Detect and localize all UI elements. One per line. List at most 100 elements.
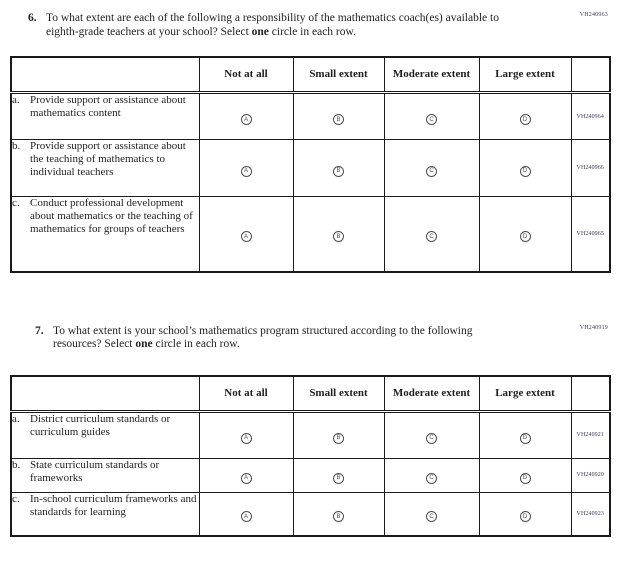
option-cell-moderate-extent: C [383,410,480,459]
row-accession-code: VH240921 [570,410,611,459]
option-cell-small-extent: B [292,491,385,537]
header-large-extent: Large extent [478,56,572,94]
option-cell-moderate-extent: C [383,139,480,197]
question-6-number: 6. [28,12,37,24]
option-cell-large-extent: D [478,457,572,493]
answer-bubble-d[interactable]: D [519,432,531,444]
table-header-row: Not at all Small extent Moderate extent … [10,375,611,413]
row-accession-code: VH240923 [570,491,611,537]
option-cell-small-extent: B [292,139,385,197]
option-cell-small-extent: B [292,92,385,140]
answer-bubble-b[interactable]: B [333,114,344,125]
header-code-cell [570,56,611,94]
option-cell-not-at-all: A [198,491,294,537]
header-moderate-extent: Moderate extent [383,56,480,94]
answer-bubble-b[interactable]: B [333,231,344,243]
answer-bubble-a[interactable]: A [240,231,252,243]
option-cell-large-extent: D [478,491,572,537]
row-letter: b. [12,140,21,152]
header-large-extent: Large extent [478,375,572,413]
row-accession-code: VH240965 [570,196,611,272]
answer-bubble-b[interactable]: B [333,472,344,484]
answer-bubble-c[interactable]: C [426,472,437,484]
row-letter: c. [12,197,20,209]
question-6-response-table: Not at all Small extent Moderate extent … [10,56,611,273]
option-cell-not-at-all: A [198,139,294,197]
row-label: District curriculum standards or curricu… [30,412,171,438]
question-7-section: VH240919 7. To what extent is your schoo… [0,325,623,352]
header-moderate-extent: Moderate extent [383,375,480,413]
row-accession-code: VH240920 [570,457,611,493]
question-7-text: To what extent is your school’s mathemat… [53,325,515,352]
option-cell-moderate-extent: C [383,196,480,272]
table-row: b. State curriculum standards or framewo… [10,457,611,493]
question-7-text-bold: one [135,338,153,350]
answer-bubble-a[interactable]: A [240,472,252,484]
header-not-at-all: Not at all [198,56,294,94]
answer-bubble-d[interactable]: D [519,231,531,243]
question-7-text-post: circle in each row. [152,338,240,350]
question-6-section: VH240963 6. To what extent are each of t… [0,12,623,39]
option-cell-not-at-all: A [198,410,294,459]
row-label-cell: b. State curriculum standards or framewo… [10,457,200,493]
answer-bubble-b[interactable]: B [333,511,344,523]
header-not-at-all: Not at all [198,375,294,413]
option-cell-large-extent: D [478,410,572,459]
question-7-response-table: Not at all Small extent Moderate extent … [10,374,611,537]
answer-bubble-b[interactable]: B [333,432,344,444]
row-label-cell: c. Conduct professional development abou… [10,196,200,272]
row-label: Provide support or assistance about math… [30,94,186,119]
option-cell-large-extent: D [478,196,572,272]
answer-bubble-c[interactable]: C [426,114,437,125]
answer-bubble-d[interactable]: D [519,165,531,177]
answer-bubble-a[interactable]: A [240,432,252,444]
option-cell-large-extent: D [478,139,572,197]
question-7-text-pre: To what extent is your school’s mathemat… [53,324,473,351]
answer-bubble-d[interactable]: D [519,114,531,125]
option-cell-large-extent: D [478,92,572,140]
answer-bubble-c[interactable]: C [426,165,437,177]
row-label-cell: a. Provide support or assistance about m… [10,92,200,140]
answer-bubble-a[interactable]: A [240,165,252,177]
table-row: a. District curriculum standards or curr… [10,410,611,459]
answer-bubble-d[interactable]: D [519,472,531,484]
table-header-row: Not at all Small extent Moderate extent … [10,56,611,94]
answer-bubble-c[interactable]: C [426,432,437,444]
option-cell-not-at-all: A [198,196,294,272]
option-cell-small-extent: B [292,410,385,459]
question-7-number: 7. [35,324,44,337]
row-label: Provide support or assistance about the … [30,140,186,178]
option-cell-small-extent: B [292,457,385,493]
question-6-text-bold: one [251,25,269,38]
row-letter: b. [12,458,21,471]
question-6-text: To what extent are each of the following… [46,12,508,39]
question-6-accession-code: VH240963 [579,12,608,18]
questionnaire-page: VH240963 6. To what extent are each of t… [0,12,623,561]
row-letter: a. [12,94,20,106]
header-small-extent: Small extent [292,56,385,94]
option-cell-not-at-all: A [198,457,294,493]
answer-bubble-c[interactable]: C [426,231,437,243]
header-code-cell [570,375,611,413]
row-letter: a. [12,412,20,425]
option-cell-moderate-extent: C [383,491,480,537]
answer-bubble-b[interactable]: B [333,165,344,177]
answer-bubble-a[interactable]: A [240,511,252,523]
answer-bubble-d[interactable]: D [519,511,531,523]
row-accession-code: VH240964 [570,92,611,140]
row-label-cell: c. In-school curriculum frameworks and s… [10,491,200,537]
row-label: Conduct professional development about m… [30,197,193,235]
table-row: c. In-school curriculum frameworks and s… [10,491,611,537]
table-row: b. Provide support or assistance about t… [10,139,611,197]
answer-bubble-a[interactable]: A [240,114,252,125]
row-label: In-school curriculum frameworks and stan… [30,492,197,518]
question-6-text-post: circle in each row. [268,25,356,38]
row-letter: c. [12,492,20,505]
row-label-cell: a. District curriculum standards or curr… [10,410,200,459]
header-blank-cell [10,56,200,94]
question-7-accession-code: VH240919 [579,324,608,331]
header-blank-cell [10,375,200,413]
table-row: c. Conduct professional development abou… [10,196,611,272]
table-row: a. Provide support or assistance about m… [10,92,611,140]
answer-bubble-c[interactable]: C [426,511,437,523]
